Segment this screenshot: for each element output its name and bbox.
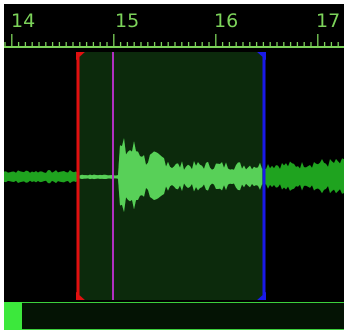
end-marker-bottom-handle[interactable] — [256, 292, 266, 300]
waveform — [4, 138, 344, 212]
start-marker-top-handle[interactable] — [76, 52, 86, 60]
end-marker-top-handle[interactable] — [256, 52, 266, 60]
audio-editor: 14 15 16 17 — [4, 4, 344, 330]
timeline-ruler[interactable]: 14 15 16 17 — [4, 4, 344, 52]
waveform-view[interactable] — [4, 52, 344, 300]
ruler-label-14: 14 — [11, 10, 36, 32]
waveform-canvas — [4, 52, 344, 300]
start-marker-bottom-handle[interactable] — [76, 292, 86, 300]
ruler-ticks — [4, 34, 344, 48]
scroll-thumb[interactable] — [4, 302, 22, 330]
ruler-label-16: 16 — [214, 10, 239, 32]
scroll-track[interactable] — [4, 302, 344, 330]
ruler-label-17: 17 — [316, 10, 341, 32]
waveform-selected-shape — [80, 138, 262, 212]
horizontal-scrollbar[interactable] — [4, 300, 344, 330]
ruler-label-15: 15 — [115, 10, 140, 32]
